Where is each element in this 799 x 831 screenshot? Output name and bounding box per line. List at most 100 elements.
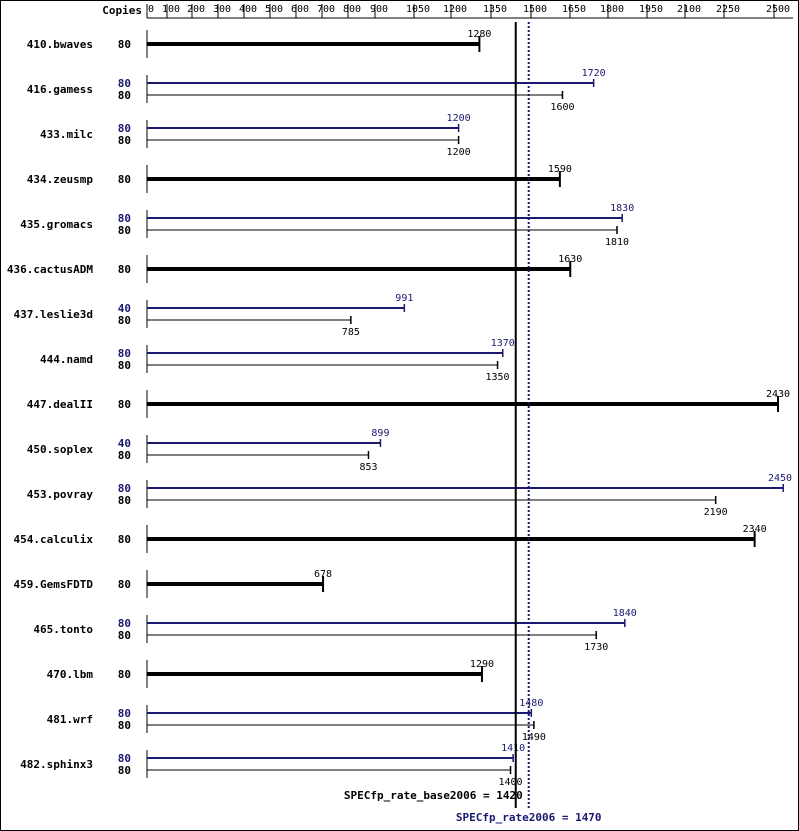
benchmark-name: 437.leslie3d (14, 308, 93, 321)
base-value-label: 2340 (743, 524, 767, 535)
x-tick-label: 700 (317, 4, 335, 15)
base-value-label: 2190 (704, 507, 728, 518)
benchmark-name: 470.lbm (47, 668, 94, 681)
base-value-label: 1290 (470, 659, 494, 670)
base-reference-label: SPECfp_rate_base2006 = 1420 (344, 789, 523, 802)
base-copies: 80 (118, 578, 131, 591)
peak-copies: 40 (118, 437, 131, 450)
x-tick-label: 2500 (766, 4, 790, 15)
x-tick-label: 2100 (677, 4, 701, 15)
base-copies: 80 (118, 38, 131, 51)
base-value-label: 1350 (486, 372, 510, 383)
x-tick-label: 1800 (600, 4, 624, 15)
benchmark-row: 444.namd 80 1370 80 1350 (40, 338, 515, 383)
benchmark-row: 465.tonto 80 1840 80 1730 (33, 608, 636, 653)
base-copies: 80 (118, 224, 131, 237)
base-value-label: 1280 (467, 29, 491, 40)
x-axis-ticks: 0 100 200 300 400 500 600 700 800 900 1050 1200 1350… (146, 4, 790, 18)
reference-lines: SPECfp_rate_base2006 = 1420 SPECfp_rate20… (344, 22, 602, 824)
peak-value-label: 1410 (501, 743, 525, 754)
base-copies: 80 (118, 764, 131, 777)
benchmark-name: 447.dealII (27, 398, 93, 411)
peak-value-label: 1370 (491, 338, 515, 349)
benchmark-name: 435.gromacs (20, 218, 93, 231)
x-tick-label: 2250 (716, 4, 740, 15)
base-copies: 80 (118, 134, 131, 147)
base-copies: 80 (118, 398, 131, 411)
peak-value-label: 1480 (519, 698, 543, 709)
peak-reference-label: SPECfp_rate2006 = 1470 (456, 811, 602, 824)
benchmark-rows: 410.bwaves 80 1280 416.gamess 80 1720 80 1600 43… (7, 29, 792, 788)
benchmark-name: 444.namd (40, 353, 93, 366)
base-copies: 80 (118, 359, 131, 372)
base-value-label: 785 (342, 327, 360, 338)
peak-value-label: 1830 (610, 203, 634, 214)
base-value-label: 2430 (766, 389, 790, 400)
benchmark-name: 433.milc (40, 128, 93, 141)
x-tick-label: 0 (148, 4, 154, 15)
base-copies: 80 (118, 533, 131, 546)
base-copies: 80 (118, 89, 131, 102)
benchmark-name: 481.wrf (47, 713, 93, 726)
benchmark-row: 454.calculix 80 2340 (14, 524, 767, 553)
base-value-label: 1400 (498, 777, 522, 788)
benchmark-row: 459.GemsFDTD 80 678 (14, 569, 332, 598)
x-tick-label: 500 (265, 4, 283, 15)
base-copies: 80 (118, 494, 131, 507)
base-copies: 80 (118, 668, 131, 681)
peak-copies: 80 (118, 482, 131, 495)
benchmark-row: 450.soplex 40 899 80 853 (27, 428, 390, 473)
base-value-label: 1730 (584, 642, 608, 653)
peak-value-label: 1200 (447, 113, 471, 124)
peak-copies: 80 (118, 617, 131, 630)
peak-copies: 40 (118, 302, 131, 315)
base-value-label: 1600 (550, 102, 574, 113)
benchmark-name: 434.zeusmp (27, 173, 94, 186)
base-value-label: 678 (314, 569, 332, 580)
peak-value-label: 1720 (582, 68, 606, 79)
benchmark-name: 459.GemsFDTD (14, 578, 94, 591)
benchmark-row: 435.gromacs 80 1830 80 1810 (20, 203, 634, 248)
benchmark-row: 447.dealII 80 2430 (27, 389, 790, 418)
peak-copies: 80 (118, 347, 131, 360)
benchmark-row: 434.zeusmp 80 1590 (27, 164, 572, 193)
x-tick-label: 200 (187, 4, 205, 15)
base-value-label: 1200 (447, 147, 471, 158)
benchmark-row: 433.milc 80 1200 80 1200 (40, 113, 471, 158)
benchmark-row: 481.wrf 80 1480 80 1490 (47, 698, 546, 743)
x-tick-label: 1650 (562, 4, 586, 15)
peak-copies: 80 (118, 707, 131, 720)
base-value-label: 1490 (522, 732, 546, 743)
benchmark-name: 453.povray (27, 488, 94, 501)
base-copies: 80 (118, 449, 131, 462)
base-value-label: 1630 (558, 254, 582, 265)
x-tick-label: 1950 (639, 4, 663, 15)
peak-copies: 80 (118, 122, 131, 135)
x-tick-label: 800 (343, 4, 361, 15)
benchmark-row: 416.gamess 80 1720 80 1600 (27, 68, 606, 113)
base-copies: 80 (118, 719, 131, 732)
benchmark-name: 436.cactusADM (7, 263, 93, 276)
benchmark-name: 416.gamess (27, 83, 93, 96)
benchmark-name: 450.soplex (27, 443, 94, 456)
benchmark-name: 482.sphinx3 (20, 758, 93, 771)
x-tick-label: 1500 (523, 4, 547, 15)
benchmark-row: 437.leslie3d 40 991 80 785 (14, 293, 414, 338)
x-tick-label: 100 (162, 4, 180, 15)
x-tick-label: 1350 (483, 4, 507, 15)
peak-value-label: 1840 (613, 608, 637, 619)
x-tick-label: 1050 (406, 4, 430, 15)
base-copies: 80 (118, 314, 131, 327)
benchmark-row: 410.bwaves 80 1280 (27, 29, 491, 58)
benchmark-row: 470.lbm 80 1290 (47, 659, 494, 688)
peak-value-label: 899 (371, 428, 389, 439)
x-tick-label: 600 (291, 4, 309, 15)
benchmark-name: 465.tonto (33, 623, 93, 636)
x-tick-label: 400 (239, 4, 257, 15)
benchmark-name: 410.bwaves (27, 38, 93, 51)
base-copies: 80 (118, 173, 131, 186)
base-copies: 80 (118, 263, 131, 276)
base-value-label: 1810 (605, 237, 629, 248)
